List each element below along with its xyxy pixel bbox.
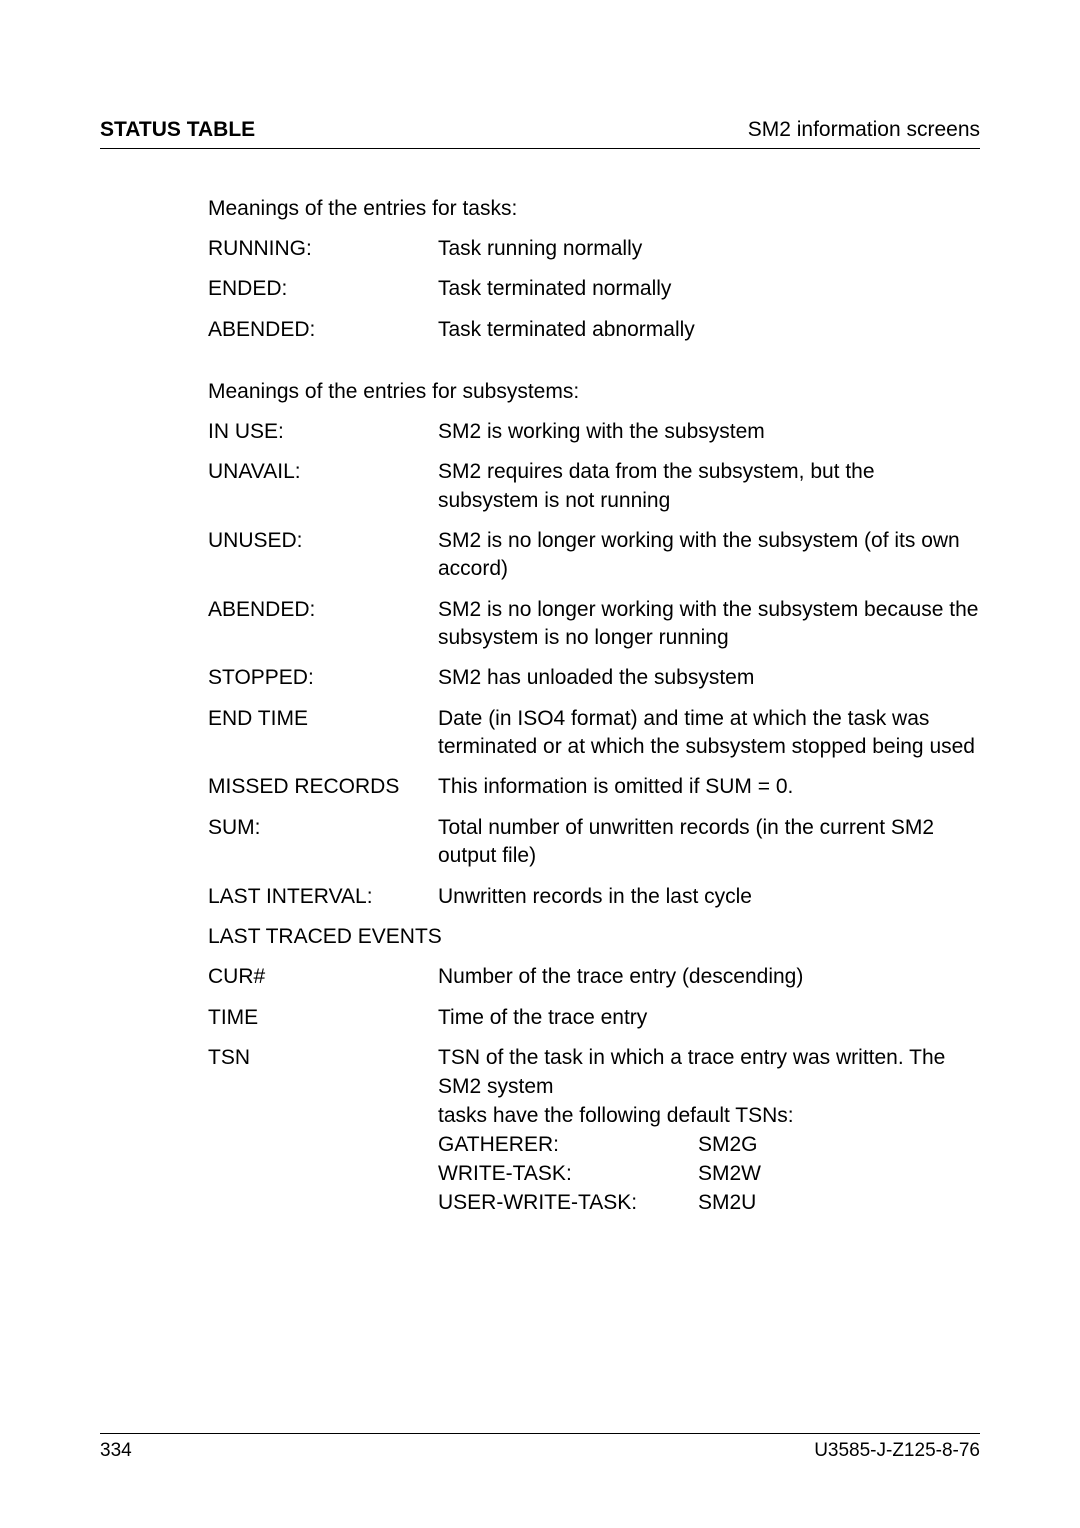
tsn-key: WRITE-TASK: xyxy=(438,1160,698,1189)
definition-desc: Total number of unwritten records (in th… xyxy=(438,814,980,871)
definition-term: TIME xyxy=(208,1004,438,1032)
tsn-value: SM2G xyxy=(698,1131,980,1160)
footer-row: 334 U3585-J-Z125-8-76 xyxy=(100,1440,980,1462)
tasks-definitions: RUNNING: Task running normally ENDED: Ta… xyxy=(208,235,980,344)
definition-desc: SM2 is no longer working with the subsys… xyxy=(438,596,980,653)
footer: 334 U3585-J-Z125-8-76 xyxy=(100,1433,980,1462)
definition-row: RUNNING: Task running normally xyxy=(208,235,980,263)
definition-term: UNUSED: xyxy=(208,527,438,555)
definition-desc: Task terminated abnormally xyxy=(438,316,980,344)
tsn-kv-row: GATHERER: SM2G xyxy=(438,1131,980,1160)
header-title-left: STATUS TABLE xyxy=(100,118,255,142)
definition-term: MISSED RECORDS xyxy=(208,773,438,801)
definition-term: SUM: xyxy=(208,814,438,842)
footer-rule xyxy=(100,1433,980,1434)
tsn-lead-line: tasks have the following default TSNs: xyxy=(438,1102,980,1131)
definition-term: TSN xyxy=(208,1044,438,1072)
tsn-value: SM2W xyxy=(698,1160,980,1189)
definition-row: IN USE: SM2 is working with the subsyste… xyxy=(208,418,980,446)
tsn-description: TSN of the task in which a trace entry w… xyxy=(438,1044,980,1218)
subsystems-intro: Meanings of the entries for subsystems: xyxy=(208,380,980,404)
definition-desc: Date (in ISO4 format) and time at which … xyxy=(438,705,980,762)
definition-desc: Task terminated normally xyxy=(438,275,980,303)
tsn-key: GATHERER: xyxy=(438,1131,698,1160)
definition-term: RUNNING: xyxy=(208,235,438,263)
header-title-right: SM2 information screens xyxy=(748,118,980,142)
definition-row: ABENDED: SM2 is no longer working with t… xyxy=(208,596,980,653)
definition-row-tsn: TSN TSN of the task in which a trace ent… xyxy=(208,1044,980,1218)
section-gap xyxy=(208,356,980,380)
definition-term: IN USE: xyxy=(208,418,438,446)
definition-term: ABENDED: xyxy=(208,316,438,344)
definition-row: ENDED: Task terminated normally xyxy=(208,275,980,303)
tsn-lead-line: TSN of the task in which a trace entry w… xyxy=(438,1044,980,1102)
definition-term: UNAVAIL: xyxy=(208,458,438,486)
definition-row: END TIME Date (in ISO4 format) and time … xyxy=(208,705,980,762)
definition-term: CUR# xyxy=(208,963,438,991)
definition-desc: SM2 requires data from the subsystem, bu… xyxy=(438,458,980,515)
definition-row: UNAVAIL: SM2 requires data from the subs… xyxy=(208,458,980,515)
definition-term: END TIME xyxy=(208,705,438,733)
definition-row: SUM: Total number of unwritten records (… xyxy=(208,814,980,871)
definition-desc: Number of the trace entry (descending) xyxy=(438,963,980,991)
definition-row: STOPPED: SM2 has unloaded the subsystem xyxy=(208,664,980,692)
tasks-intro: Meanings of the entries for tasks: xyxy=(208,197,980,221)
document-id: U3585-J-Z125-8-76 xyxy=(814,1440,980,1462)
definition-desc: Task running normally xyxy=(438,235,980,263)
definition-row: ABENDED: Task terminated abnormally xyxy=(208,316,980,344)
tsn-kv-row: USER-WRITE-TASK: SM2U xyxy=(438,1189,980,1218)
definition-row: LAST INTERVAL: Unwritten records in the … xyxy=(208,883,980,911)
definition-desc: SM2 is no longer working with the subsys… xyxy=(438,527,980,584)
header: STATUS TABLE SM2 information screens xyxy=(100,118,980,149)
definition-row-full: LAST TRACED EVENTS xyxy=(208,923,980,951)
subsystems-definitions: IN USE: SM2 is working with the subsyste… xyxy=(208,418,980,1218)
definition-row: UNUSED: SM2 is no longer working with th… xyxy=(208,527,980,584)
definition-desc: SM2 has unloaded the subsystem xyxy=(438,664,980,692)
page-number: 334 xyxy=(100,1440,132,1462)
content: Meanings of the entries for tasks: RUNNI… xyxy=(100,149,980,1218)
definition-row: TIME Time of the trace entry xyxy=(208,1004,980,1032)
page: STATUS TABLE SM2 information screens Mea… xyxy=(0,0,1080,1528)
definition-desc: Time of the trace entry xyxy=(438,1004,980,1032)
definition-desc: Unwritten records in the last cycle xyxy=(438,883,980,911)
definition-row: CUR# Number of the trace entry (descendi… xyxy=(208,963,980,991)
definition-term: ABENDED: xyxy=(208,596,438,624)
definition-term: STOPPED: xyxy=(208,664,438,692)
definition-desc: SM2 is working with the subsystem xyxy=(438,418,980,446)
definition-term: ENDED: xyxy=(208,275,438,303)
tsn-value: SM2U xyxy=(698,1189,980,1218)
tsn-key: USER-WRITE-TASK: xyxy=(438,1189,698,1218)
definition-term: LAST TRACED EVENTS xyxy=(208,923,442,951)
definition-row: MISSED RECORDS This information is omitt… xyxy=(208,773,980,801)
tsn-kv-row: WRITE-TASK: SM2W xyxy=(438,1160,980,1189)
definition-term: LAST INTERVAL: xyxy=(208,883,438,911)
definition-desc: This information is omitted if SUM = 0. xyxy=(438,773,980,801)
